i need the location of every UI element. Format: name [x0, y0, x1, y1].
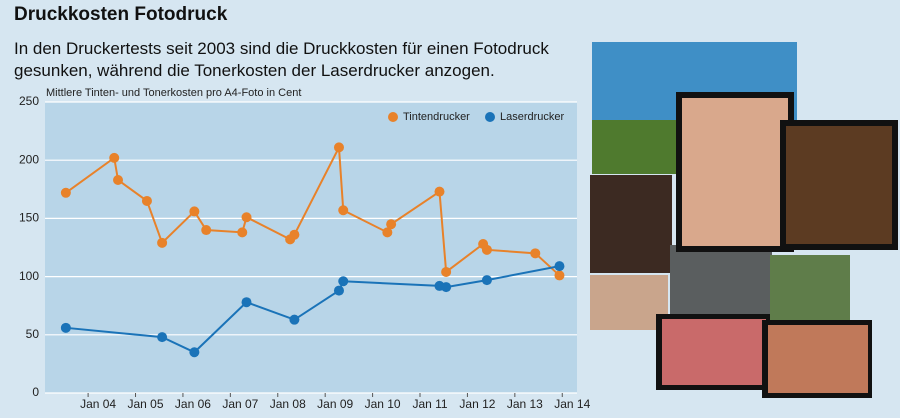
data-point [338, 276, 349, 287]
photo-elephant [590, 275, 668, 330]
data-point [530, 248, 541, 259]
photo-car [670, 245, 772, 320]
photo-candies [768, 325, 868, 393]
photo-peacock [770, 255, 850, 330]
data-point [386, 219, 397, 230]
x-tick-label: Jan 04 [80, 397, 116, 411]
x-tick-label: Jan 14 [554, 397, 590, 411]
data-point [333, 285, 344, 296]
data-point [434, 186, 445, 197]
x-tick-label: Jan 07 [222, 397, 258, 411]
x-tick-label: Jan 13 [507, 397, 543, 411]
plot-area [45, 102, 577, 393]
y-tick-label: 100 [19, 269, 39, 283]
data-point [241, 297, 252, 308]
y-tick-label: 150 [19, 211, 39, 225]
data-point [441, 282, 452, 293]
data-point [60, 322, 71, 333]
y-tick-label: 200 [19, 152, 39, 166]
photo-kids [682, 98, 788, 246]
legend-label: Tintendrucker [403, 111, 470, 123]
data-point [109, 152, 120, 163]
photo-collage [590, 42, 898, 398]
data-point [189, 206, 200, 217]
data-point [441, 266, 452, 277]
x-tick-label: Jan 09 [317, 397, 353, 411]
x-tick-label: Jan 11 [412, 397, 447, 411]
y-axis-label: Mittlere Tinten- und Tonerkosten pro A4-… [46, 87, 301, 99]
data-point [554, 270, 565, 281]
data-point [157, 237, 168, 248]
y-tick-label: 0 [32, 385, 39, 399]
x-tick-label: Jan 10 [365, 397, 401, 411]
data-point [237, 227, 248, 238]
data-point [157, 332, 168, 343]
y-tick-label: 250 [19, 94, 39, 108]
x-tick-label: Jan 05 [128, 397, 164, 411]
x-tick-label: Jan 06 [175, 397, 211, 411]
data-point [141, 195, 152, 206]
photo-portrait [786, 126, 892, 244]
data-point [189, 347, 200, 358]
photo-flamingo [662, 319, 766, 385]
data-point [481, 244, 492, 255]
data-point [481, 275, 492, 286]
chart-title: Druckkosten Fotodruck [14, 4, 228, 25]
data-point [338, 205, 349, 216]
data-point [201, 225, 212, 236]
data-point [60, 187, 71, 198]
legend-marker [388, 112, 398, 122]
photo-couple [590, 175, 672, 273]
chart-subtitle: In den Druckertests seit 2003 sind die D… [14, 39, 549, 80]
data-point [113, 174, 124, 185]
data-point [241, 212, 252, 223]
x-tick-label: Jan 08 [270, 397, 306, 411]
legend-label: Laserdrucker [500, 111, 565, 123]
data-point [554, 261, 565, 272]
y-tick-label: 50 [26, 327, 40, 341]
x-tick-label: Jan 12 [459, 397, 495, 411]
data-point [333, 142, 344, 153]
legend-marker [485, 112, 495, 122]
data-point [289, 314, 300, 325]
data-point [382, 227, 393, 238]
data-point [289, 229, 300, 240]
